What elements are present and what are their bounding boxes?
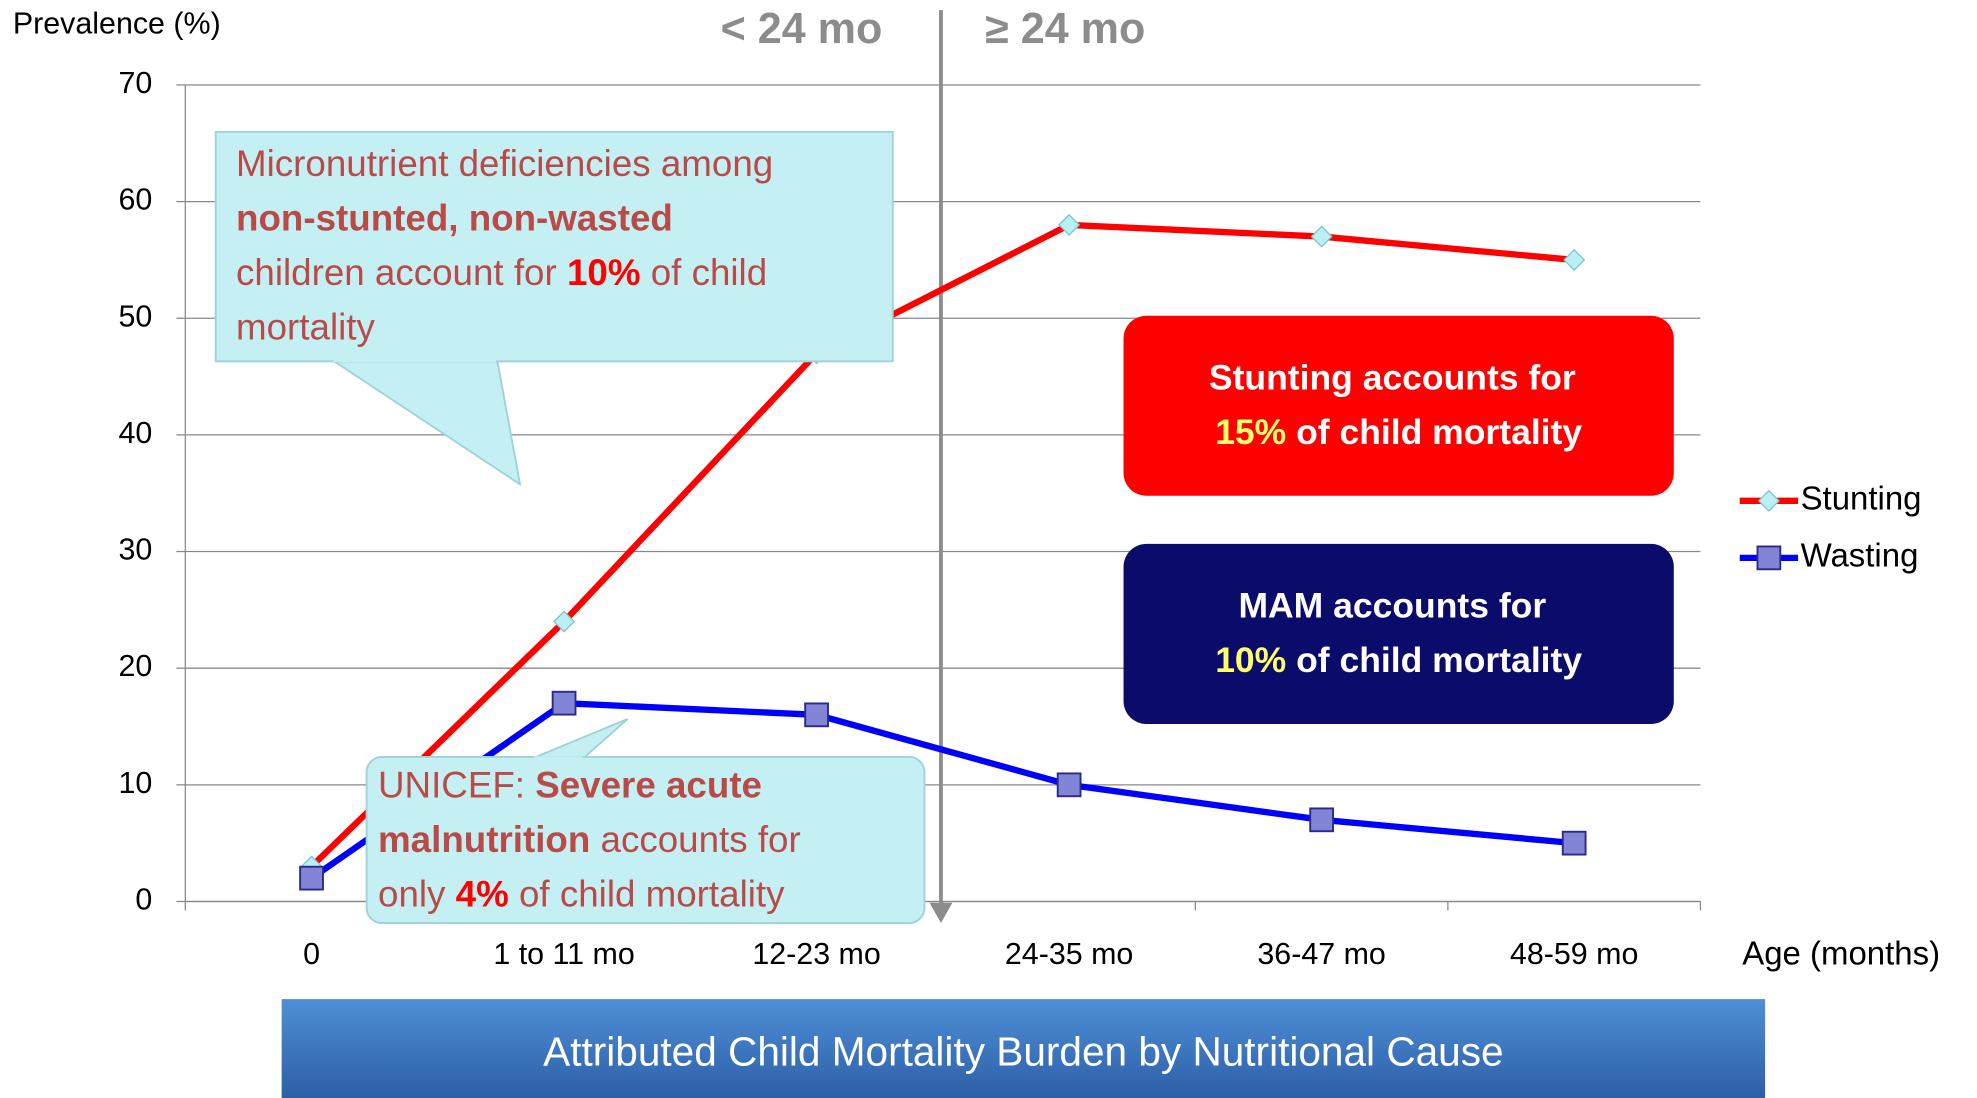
x-tick-label: 24-35 mo	[1005, 937, 1133, 971]
x-tick-label: 0	[303, 937, 320, 971]
x-tick-label: 1 to 11 mo	[493, 937, 634, 971]
y-tick-label: 40	[118, 416, 152, 450]
callout-text: only 4% of child mortality	[378, 873, 785, 914]
callout-tail	[532, 718, 629, 760]
marker	[553, 610, 576, 633]
series-line	[309, 700, 1575, 881]
callout-text: UNICEF: Severe acute	[378, 764, 762, 805]
legend-label: Wasting	[1801, 537, 1919, 574]
marker	[804, 702, 829, 728]
callout-box	[214, 130, 894, 363]
y-tick-label: 0	[135, 883, 152, 917]
callout-box	[365, 755, 926, 924]
info-text: 10% of child mortality	[1215, 640, 1582, 680]
x-tick-label: 48-59 mo	[1510, 937, 1638, 971]
callout-text: non-stunted, non-wasted	[236, 197, 673, 238]
divider-arrow	[929, 902, 953, 924]
info-box-bg	[1123, 315, 1674, 496]
marker	[299, 865, 324, 891]
y-tick-label: 70	[118, 66, 152, 100]
info-text: MAM accounts for	[1238, 586, 1546, 626]
callout-text: malnutrition accounts for	[378, 819, 801, 860]
callout-text: mortality	[236, 306, 375, 347]
x-axis-label: Age (months)	[1742, 935, 1940, 972]
callout: UNICEF: Severe acute malnutrition accoun…	[365, 718, 926, 924]
x-tick-label: 12-23 mo	[752, 937, 880, 971]
y-axis-label: Prevalence (%)	[13, 6, 221, 40]
info-box-bg	[1123, 543, 1674, 724]
info-text: Stunting accounts for	[1209, 358, 1576, 398]
y-tick-label: 10	[118, 766, 152, 800]
info-text: 15% of child mortality	[1215, 412, 1582, 452]
y-tick-label: 50	[118, 299, 152, 333]
divider-label: < 24 mo	[721, 5, 883, 53]
marker	[551, 690, 577, 716]
divider-label: ≥ 24 mo	[985, 5, 1145, 53]
banner	[281, 999, 1766, 1098]
y-tick-label: 20	[118, 649, 152, 683]
legend-label: Stunting	[1801, 480, 1922, 517]
marker	[1056, 772, 1082, 798]
y-tick-label: 30	[118, 533, 152, 567]
marker	[1309, 807, 1335, 833]
series-line	[309, 221, 1575, 869]
marker	[1058, 213, 1081, 236]
banner-text: Attributed Child Mortality Burden by Nut…	[543, 1029, 1503, 1075]
marker	[1310, 225, 1333, 248]
marker	[1757, 489, 1780, 512]
y-tick-label: 60	[118, 183, 152, 217]
marker	[1756, 545, 1782, 571]
x-tick-label: 36-47 mo	[1257, 937, 1385, 971]
marker	[1561, 830, 1587, 856]
info-box: Stunting accounts for 15% of child morta…	[1123, 315, 1674, 496]
marker	[1563, 248, 1586, 271]
info-box: MAM accounts for 10% of child mortality	[1123, 543, 1674, 724]
callout-text: children account for 10% of child	[236, 252, 767, 293]
callout-text: Micronutrient deficiencies among	[236, 143, 773, 184]
callout: Micronutrient deficiencies among non-stu…	[214, 130, 894, 487]
callout-tail	[329, 359, 522, 487]
